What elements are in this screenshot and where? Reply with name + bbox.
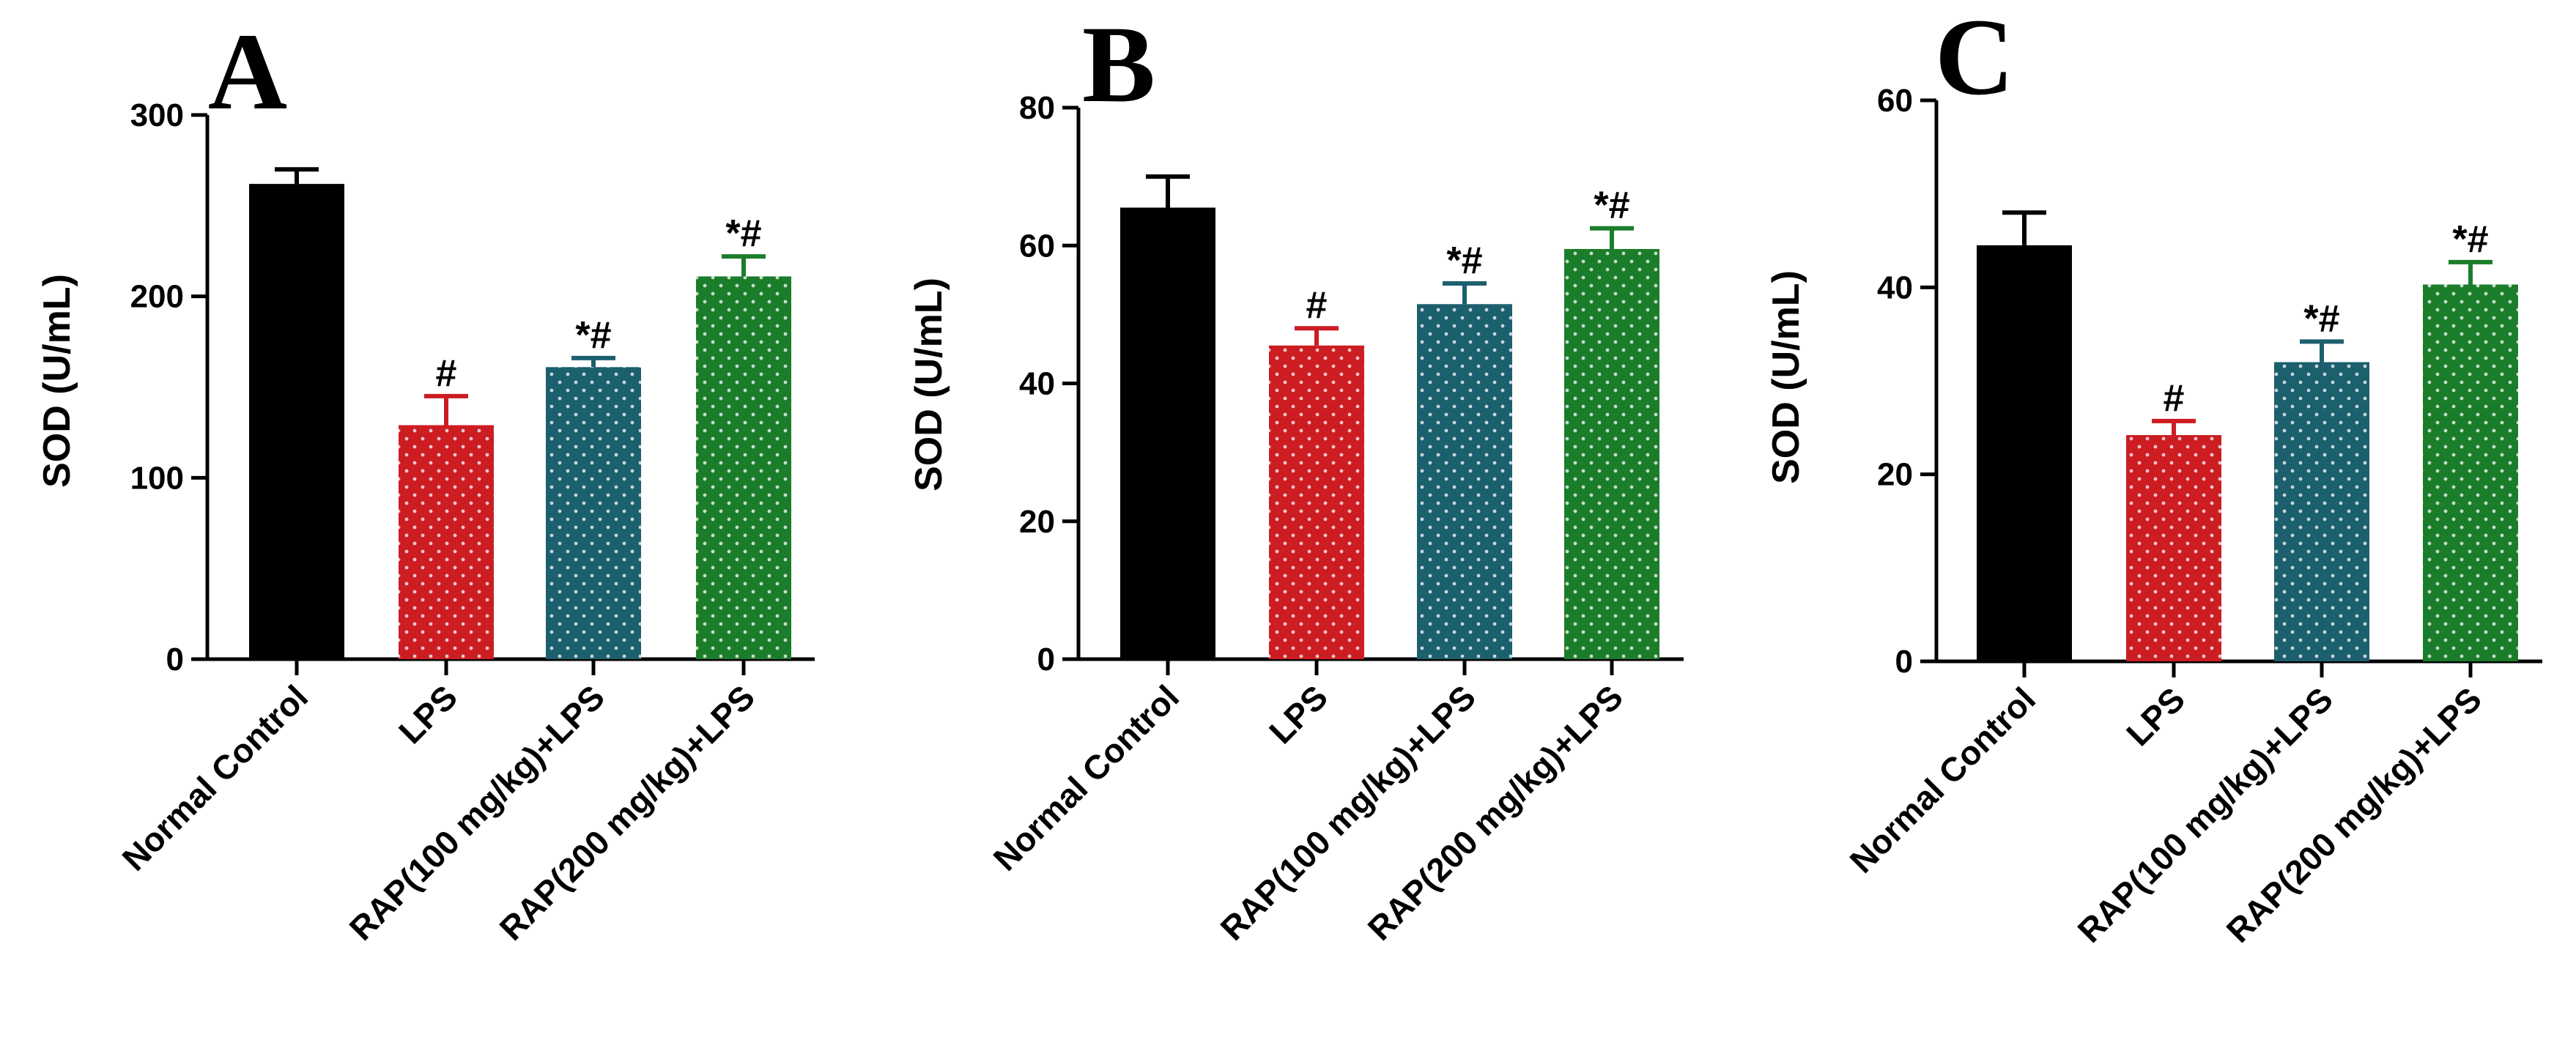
y-tick-label: 40 bbox=[1019, 366, 1055, 402]
significance-label-rap100: *# bbox=[1446, 239, 1482, 282]
panel-letter: B bbox=[1082, 4, 1155, 125]
bar-pattern-rap200 bbox=[696, 276, 791, 659]
y-tick-label: 0 bbox=[1895, 644, 1913, 680]
significance-label-rap200: *# bbox=[2452, 218, 2488, 261]
category-label-lps: LPS bbox=[1262, 677, 1335, 751]
panel-a: A 0 100 200 300 SOD (U/mL) Normal Control # LPS *… bbox=[36, 11, 815, 948]
y-tick-label: 60 bbox=[1019, 228, 1055, 264]
category-label-rap100: RAP(100 mg/kg)+LPS bbox=[1213, 677, 1483, 947]
significance-label-rap100: *# bbox=[575, 314, 611, 357]
y-tick-label: 0 bbox=[166, 642, 184, 677]
significance-label-rap200: *# bbox=[1594, 185, 1629, 227]
y-tick-label: 60 bbox=[1877, 83, 1913, 119]
significance-label-lps: # bbox=[2164, 377, 2185, 420]
bar-pattern-rap100 bbox=[546, 367, 641, 659]
significance-label-rap200: *# bbox=[725, 212, 761, 255]
bar-pattern-rap200 bbox=[1564, 248, 1659, 659]
bar-normal_control bbox=[1120, 207, 1215, 659]
panel-letter: C bbox=[1935, 0, 2014, 118]
category-label-lps: LPS bbox=[391, 677, 465, 751]
y-tick-label: 80 bbox=[1019, 90, 1055, 126]
bar-pattern-lps bbox=[1269, 345, 1364, 659]
panel-b: B 0 20 40 60 80 SOD (U/mL) Normal Control # LPS *#… bbox=[908, 4, 1684, 948]
category-label-normal_control: Normal Control bbox=[115, 677, 315, 877]
bar-pattern-rap100 bbox=[2274, 362, 2369, 661]
bar-pattern-lps bbox=[399, 425, 494, 659]
y-tick-label: 300 bbox=[130, 97, 184, 133]
y-tick-label: 40 bbox=[1877, 270, 1913, 305]
y-tick-label: 0 bbox=[1037, 642, 1055, 677]
y-tick-label: 200 bbox=[130, 279, 184, 315]
y-tick-label: 20 bbox=[1019, 504, 1055, 540]
category-label-normal_control: Normal Control bbox=[1843, 680, 2043, 880]
bar-pattern-lps bbox=[2126, 435, 2221, 661]
bar-pattern-rap100 bbox=[1417, 304, 1512, 659]
panel-c: C 0 20 40 60 SOD (U/mL) Normal Control # LPS *# RA… bbox=[1765, 0, 2542, 950]
bar-normal_control bbox=[249, 184, 344, 659]
category-label-rap200: RAP(200 mg/kg)+LPS bbox=[1361, 677, 1630, 947]
y-axis-label: SOD (U/mL) bbox=[1765, 270, 1807, 484]
significance-label-lps: # bbox=[436, 352, 457, 395]
category-label-rap200: RAP(200 mg/kg)+LPS bbox=[2219, 680, 2489, 949]
significance-label-rap100: *# bbox=[2303, 297, 2339, 340]
y-axis-label: SOD (U/mL) bbox=[36, 274, 78, 488]
category-label-rap100: RAP(100 mg/kg)+LPS bbox=[2070, 680, 2340, 949]
category-label-normal_control: Normal Control bbox=[986, 677, 1186, 877]
y-axis-label: SOD (U/mL) bbox=[908, 278, 950, 491]
y-tick-label: 20 bbox=[1877, 457, 1913, 493]
significance-label-lps: # bbox=[1306, 284, 1328, 327]
category-label-rap200: RAP(200 mg/kg)+LPS bbox=[492, 677, 762, 947]
category-label-lps: LPS bbox=[2119, 680, 2192, 753]
bar-pattern-rap200 bbox=[2423, 284, 2518, 662]
category-label-rap100: RAP(100 mg/kg)+LPS bbox=[342, 677, 612, 947]
bar-normal_control bbox=[1977, 245, 2072, 662]
panel-letter: A bbox=[208, 11, 287, 133]
y-tick-label: 100 bbox=[130, 460, 184, 496]
